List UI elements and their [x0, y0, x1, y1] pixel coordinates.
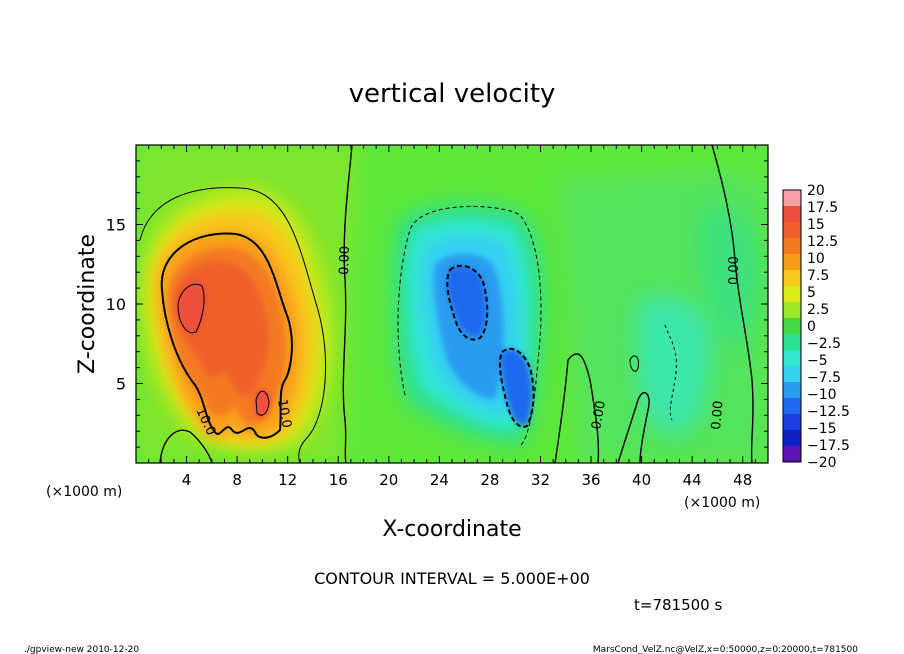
x-tick-label: 44 [683, 471, 702, 489]
colorbar-label: 10 [807, 251, 825, 267]
contour-15-cell [177, 283, 205, 334]
x-tick-label: 36 [581, 471, 600, 489]
colorbar: 2017.51512.5107.552.50−2.5−5−7.5−10−12.5… [782, 183, 850, 471]
colorbar-swatch [783, 334, 801, 351]
colorbar-swatch [783, 286, 801, 303]
colorbar-label: 20 [807, 183, 825, 199]
colorbar-label: 7.5 [807, 268, 829, 284]
x-axis: 4 8 12 16 20 24 28 32 36 40 44 48 [148, 145, 756, 489]
colorbar-swatch [783, 350, 801, 367]
colorbar-label: −15 [807, 421, 837, 437]
x-tick-label: 20 [379, 471, 398, 489]
contour-zero-right-column [554, 353, 600, 463]
colorbar-swatch [783, 302, 801, 319]
colorbar-label: −10 [807, 387, 837, 403]
colorbar-label: 17.5 [807, 200, 838, 216]
y-tick-label: 10 [106, 295, 126, 314]
contour-minus10-b [498, 347, 535, 428]
colorbar-swatch [783, 430, 801, 447]
colorbar-label: −12.5 [807, 404, 850, 420]
y-axis: 5 10 15 [106, 160, 768, 448]
colorbar-swatch [783, 254, 801, 271]
contour-zero-updraft [139, 187, 327, 463]
contour-label: 0.00 [727, 256, 742, 285]
colorbar-label: 2.5 [807, 302, 829, 318]
colorbar-label: −2.5 [807, 336, 841, 352]
contour-label: 10.0 [274, 398, 294, 429]
x-axis-label: X-coordinate [382, 517, 521, 542]
colorbar-label: −20 [807, 455, 837, 471]
contour-label: 0.00 [709, 400, 726, 430]
colorbar-swatch [783, 238, 801, 255]
x-unit-right: (×1000 m) [684, 495, 760, 511]
x-unit-left: (×1000 m) [46, 484, 122, 500]
y-axis-label: Z-coordinate [75, 234, 100, 374]
colorbar-swatch [783, 190, 801, 207]
contour-label: 0.00 [589, 400, 609, 431]
contour-zero-left-column [342, 145, 353, 463]
contour-small-loop [629, 355, 639, 372]
weak-downdraft-right [635, 207, 761, 434]
x-tick-label: 16 [329, 471, 348, 489]
colorbar-label: −7.5 [807, 370, 841, 386]
x-tick-label: 12 [278, 471, 297, 489]
contour-lower-left [159, 429, 213, 463]
downdraft-region [392, 204, 545, 445]
contour-zero-far-right [711, 145, 754, 463]
colorbar-label: 5 [807, 285, 816, 301]
x-tick-label: 28 [480, 471, 499, 489]
colorbar-swatch [783, 206, 801, 223]
colorbar-swatch [783, 270, 801, 287]
contour-label: 0.00 [337, 246, 353, 275]
footer-right: MarsCond_VelZ.nc@VelZ,x=0:50000,z=0:2000… [593, 645, 858, 654]
colorbar-label: −5 [807, 353, 828, 369]
contour-lines [139, 145, 754, 463]
updraft-region [141, 189, 331, 450]
x-tick-label: 24 [430, 471, 449, 489]
x-tick-label: 40 [632, 471, 651, 489]
x-tick-label: 4 [182, 471, 192, 489]
plot-area: 0.00 0.00 10.0 10.0 0.00 0.00 [136, 145, 768, 463]
contour-minus10-a [446, 264, 489, 341]
contour-zero-right-mid [617, 391, 650, 463]
colorbar-swatch [783, 398, 801, 415]
x-tick-label: 8 [232, 471, 242, 489]
colorbar-frame [782, 189, 802, 463]
colorbar-swatch [783, 382, 801, 399]
contour-15-cell-small [255, 390, 270, 416]
x-tick-label: 48 [733, 471, 752, 489]
colorbar-swatch [783, 318, 801, 335]
colorbar-label: −17.5 [807, 438, 850, 454]
chart-title: vertical velocity [349, 79, 556, 109]
contour-zero-downdraft [397, 205, 542, 447]
colorbar-label: 0 [807, 319, 816, 335]
y-tick-label: 15 [106, 216, 126, 235]
y-tick-label: 5 [116, 375, 126, 394]
contour-10-updraft [160, 232, 293, 439]
footer-left: ./gpview-new 2010-12-20 [24, 645, 139, 654]
colorbar-swatch [783, 366, 801, 383]
contour-interval-label: CONTOUR INTERVAL = 5.000E+00 [314, 569, 590, 588]
time-label: t=781500 s [634, 596, 722, 614]
colorbar-swatch [783, 446, 801, 463]
colorbar-swatch [783, 222, 801, 239]
colorbar-label: 12.5 [807, 234, 838, 250]
colorbar-label: 15 [807, 217, 825, 233]
x-tick-label: 32 [531, 471, 550, 489]
contour-small-dashed [664, 324, 677, 421]
colorbar-swatch [783, 414, 801, 431]
